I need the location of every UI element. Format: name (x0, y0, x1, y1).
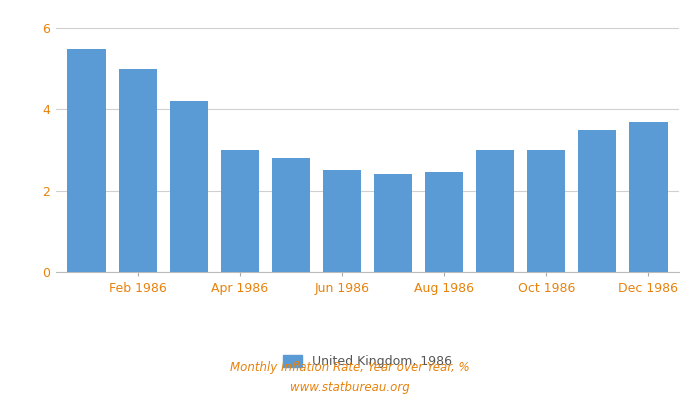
Bar (476, 150, 514, 272)
Bar (578, 130, 617, 272)
Bar (67, 48, 106, 272)
Text: www.statbureau.org: www.statbureau.org (290, 382, 410, 394)
Text: Monthly Inflation Rate, Year over Year, %: Monthly Inflation Rate, Year over Year, … (230, 362, 470, 374)
Bar (323, 170, 361, 272)
Bar (374, 174, 412, 272)
Bar (629, 122, 668, 272)
Bar (425, 172, 463, 272)
Bar (527, 150, 566, 272)
Bar (169, 101, 208, 272)
Bar (272, 158, 310, 272)
Bar (118, 69, 157, 272)
Bar (220, 150, 259, 272)
Legend: United Kingdom, 1986: United Kingdom, 1986 (278, 350, 457, 373)
